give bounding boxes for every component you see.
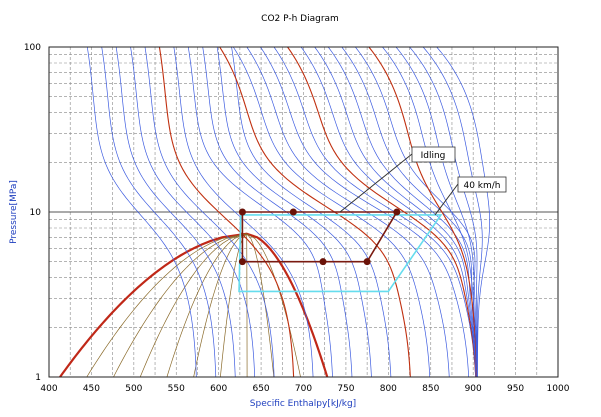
isotherm — [86, 46, 197, 378]
y-axis-label: Pressure[MPa] — [9, 180, 19, 244]
isotherm — [300, 46, 477, 378]
x-tick-label: 550 — [168, 384, 185, 394]
isotherm — [130, 46, 256, 378]
cycle-point — [363, 258, 371, 266]
chart-title: CO2 P-h Diagram — [261, 14, 339, 24]
x-tick-label: 850 — [422, 384, 439, 394]
isotherm — [314, 46, 477, 378]
annotation-idling: Idling — [421, 151, 446, 161]
x-tick-label: 450 — [83, 384, 100, 394]
isotherm-accent — [287, 46, 477, 378]
quality-line — [166, 233, 247, 378]
annotation-box-40kmh — [457, 176, 507, 193]
x-tick-label: 700 — [295, 384, 312, 394]
leader-idling — [339, 153, 413, 213]
y-tick-label: 100 — [24, 43, 41, 53]
quality-line — [113, 233, 247, 378]
x-tick-label: 950 — [507, 384, 524, 394]
x-tick-label: 1000 — [547, 384, 570, 394]
x-axis-label: Specific Enthalpy[kJ/kg] — [250, 399, 356, 409]
isotherm — [409, 46, 478, 378]
isotherm — [422, 46, 483, 378]
isotherm — [173, 46, 314, 378]
isotherm — [101, 46, 217, 378]
x-tick-label: 900 — [465, 384, 482, 394]
y-tick-label: 1 — [35, 373, 41, 383]
annotation-box-idling — [411, 146, 456, 163]
cycle-point — [238, 208, 246, 216]
leader-40kmh — [434, 183, 459, 216]
cycle-point — [238, 258, 246, 266]
cycle-point — [289, 208, 297, 216]
isotherm-accent — [158, 46, 295, 378]
x-tick-label: 400 — [40, 384, 57, 394]
x-tick-label: 650 — [252, 384, 269, 394]
x-tick-label: 750 — [337, 384, 354, 394]
quality-line — [139, 233, 247, 378]
x-tick-label: 800 — [380, 384, 397, 394]
cycle-point — [393, 208, 401, 216]
cycle-line-40kmh — [238, 214, 443, 293]
quality-line — [86, 233, 247, 378]
isotherm — [144, 46, 275, 378]
isotherm — [115, 46, 236, 378]
isotherm-accent — [368, 46, 478, 378]
quality-line — [246, 233, 301, 378]
plot-frame — [48, 46, 559, 378]
x-tick-label: 600 — [210, 384, 227, 394]
x-tick-label: 500 — [125, 384, 142, 394]
y-tick-label: 10 — [30, 208, 42, 218]
quality-line — [220, 233, 247, 378]
annotation-40kmh: 40 km/h — [463, 181, 500, 191]
isotherm — [395, 46, 478, 378]
isotherm — [382, 46, 478, 378]
cycle-point — [319, 258, 327, 266]
isotherm — [327, 46, 477, 378]
isotherm — [436, 46, 491, 378]
